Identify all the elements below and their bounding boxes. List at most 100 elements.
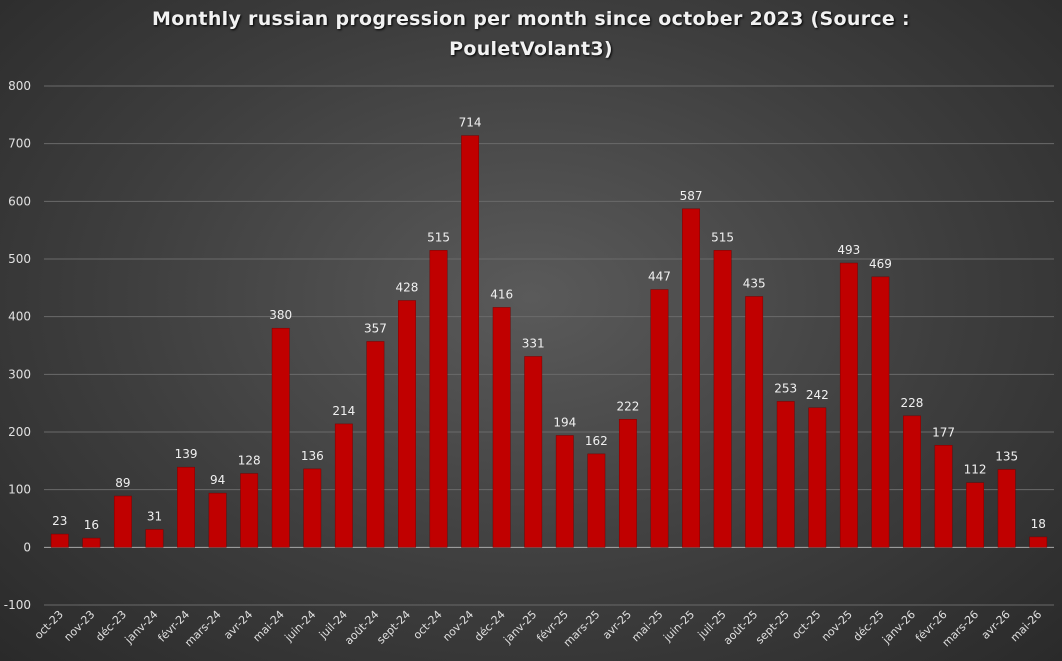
data-label: 469: [869, 257, 892, 271]
x-tick-label: juin-25: [660, 608, 697, 645]
x-tick-label: nov-23: [61, 608, 97, 644]
x-tick-label: janv-25: [500, 608, 539, 647]
data-label: 139: [175, 447, 198, 461]
bar: [713, 250, 732, 548]
bar: [903, 415, 921, 548]
bar: [334, 423, 353, 548]
data-label: 194: [553, 415, 576, 429]
chart-title-line-2: PouletVolant3): [449, 38, 613, 60]
data-label: 242: [806, 388, 829, 402]
data-label: 515: [711, 230, 734, 244]
data-label: 435: [743, 276, 766, 290]
y-tick-label: -100: [4, 598, 31, 612]
data-label: 253: [774, 381, 797, 395]
data-label: 177: [932, 425, 955, 439]
x-tick-label: avr-26: [979, 608, 1013, 642]
x-tick-label: sept-25: [753, 608, 792, 647]
data-label: 18: [1031, 517, 1046, 531]
data-label: 112: [964, 463, 987, 477]
data-label: 128: [238, 454, 261, 468]
bar: [776, 401, 795, 548]
bar: [1029, 536, 1048, 548]
data-label: 162: [585, 434, 608, 448]
bar: [461, 135, 480, 548]
y-tick-label: 0: [23, 540, 31, 554]
data-label: 493: [837, 243, 860, 257]
bar: [555, 435, 574, 548]
data-label: 428: [396, 281, 419, 295]
x-tick-label: oct-24: [411, 608, 445, 642]
data-label: 31: [147, 509, 162, 523]
x-tick-label: août-25: [721, 608, 760, 647]
y-tick-label: 300: [8, 367, 31, 381]
data-label: 357: [364, 321, 387, 335]
bar: [808, 407, 827, 548]
bar: [145, 529, 164, 548]
data-label: 228: [901, 396, 924, 410]
x-tick-label: sept-24: [374, 608, 413, 647]
data-label: 23: [52, 514, 67, 528]
bar: [997, 469, 1016, 548]
bar: [934, 445, 953, 548]
x-tick-label: avr-25: [600, 608, 634, 642]
x-tick-label: mai-24: [250, 608, 286, 644]
x-tick-label: août-24: [342, 608, 381, 647]
data-label: 380: [269, 308, 292, 322]
x-tick-label: mai-25: [629, 608, 665, 644]
y-tick-label: 400: [8, 310, 31, 324]
x-tick-label: avr-24: [221, 608, 255, 642]
bar: [177, 466, 195, 548]
data-label: 222: [616, 399, 639, 413]
bar: [82, 537, 101, 548]
data-label: 89: [115, 476, 130, 490]
bar: [966, 482, 985, 548]
data-label: 714: [459, 116, 482, 130]
y-tick-label: 700: [8, 137, 31, 151]
data-label: 135: [995, 449, 1018, 463]
data-label: 136: [301, 449, 324, 463]
y-tick-label: 100: [8, 483, 31, 497]
bar: [745, 296, 764, 548]
x-tick-label: mai-26: [1008, 608, 1044, 644]
bar: [650, 289, 669, 548]
bar: [587, 453, 606, 548]
y-tick-label: 600: [8, 194, 31, 208]
y-tick-label: 200: [8, 425, 31, 439]
bar: [240, 473, 259, 548]
y-tick-label: 800: [8, 79, 31, 93]
y-tick-label: 500: [8, 252, 31, 266]
bar: [429, 250, 448, 548]
bar: [271, 327, 290, 548]
x-tick-label: nov-25: [819, 608, 855, 644]
x-tick-label: nov-24: [440, 608, 476, 644]
bar: [839, 262, 858, 548]
bar: [492, 307, 511, 548]
data-label: 416: [490, 287, 513, 301]
bar: [50, 533, 69, 548]
bar: [366, 341, 385, 548]
chart-title: Monthly russian progression per month si…: [0, 4, 1062, 64]
bar: [113, 495, 132, 548]
data-label: 94: [210, 473, 225, 487]
x-tick-label: juin-24: [282, 608, 319, 645]
data-label: 331: [522, 336, 545, 350]
x-tick-label: oct-25: [789, 608, 823, 642]
x-tick-label: janv-24: [122, 608, 161, 647]
x-tick-label: janv-26: [879, 608, 918, 647]
data-label: 214: [332, 404, 355, 418]
data-label: 515: [427, 230, 450, 244]
bar: [398, 300, 416, 548]
bar: [871, 276, 890, 548]
bar: [208, 492, 227, 548]
data-label: 16: [84, 518, 99, 532]
data-label: 587: [680, 189, 703, 203]
bar: [303, 468, 322, 548]
x-tick-label: oct-23: [32, 608, 66, 642]
bar: [524, 356, 543, 548]
data-label: 447: [648, 270, 671, 284]
bar: [682, 208, 700, 548]
bar: [618, 419, 637, 548]
chart-title-line-1: Monthly russian progression per month si…: [152, 8, 910, 30]
